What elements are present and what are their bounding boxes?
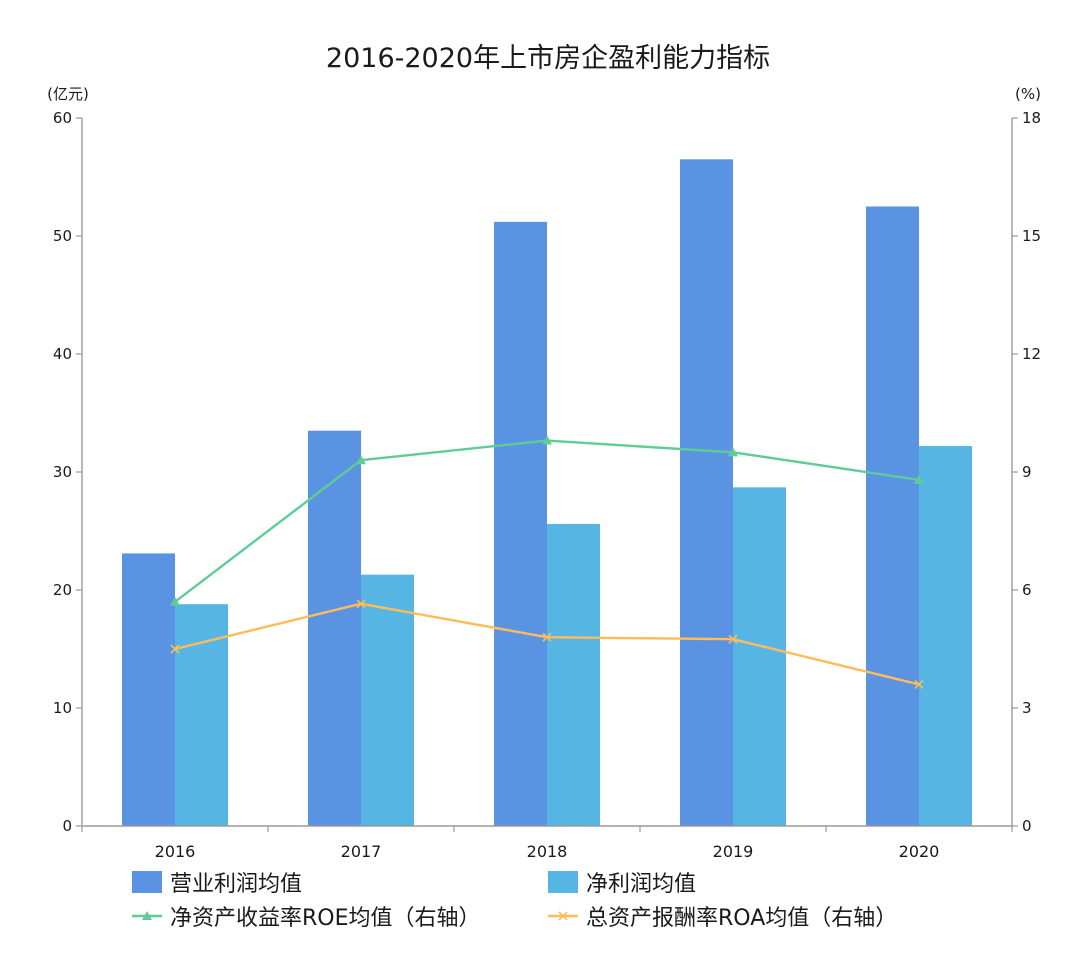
point-roa-2016 [170,644,180,654]
legend-marker [558,911,568,921]
left-y-tick-label: 0 [62,817,72,835]
lines-layer [170,435,924,689]
legend-item-1: 净利润均值 [548,871,696,897]
right-y-tick-label: 12 [1022,345,1041,363]
bar-operating-profit-2016 [122,553,175,826]
bars-layer [122,159,972,827]
chart-title: 2016-2020年上市房企盈利能力指标 [326,43,770,74]
left-y-tick-label: 40 [53,345,72,363]
point-roa-2018 [542,632,552,642]
point-roa-2019 [728,634,738,644]
x-tick-label-2017: 2017 [341,842,382,861]
x-tick-label-2016: 2016 [155,842,196,861]
legend-swatch [132,871,162,893]
right-y-tick-label: 18 [1022,109,1041,127]
left-y-tick-label: 50 [53,227,72,245]
bar-net-profit-2018 [547,523,600,826]
point-roe-2017 [356,455,366,465]
left-y-tick-label: 60 [53,109,72,127]
point-roe-2019 [728,447,738,457]
left-y-tick-label: 30 [53,463,72,481]
bar-net-profit-2020 [919,446,972,826]
x-tick-label-2020: 2020 [899,842,940,861]
right-y-tick-label: 3 [1022,699,1032,717]
bar-operating-profit-2020 [866,206,919,826]
bar-net-profit-2017 [361,574,414,826]
legend-label: 营业利润均值 [170,872,302,897]
axes-layer: 0 10 20 30 40 50 60 0 3 6 9 12 15 18 2016 2017 2018 2019 2… [53,109,1041,861]
left-axis-unit-label: (亿元) [47,85,89,103]
legend-label: 净资产收益率ROE均值（右轴） [170,906,481,931]
right-axis-unit-label: (%) [1015,85,1041,103]
bar-net-profit-2016 [175,604,228,826]
legend-swatch [548,871,578,893]
legend-item-3: 总资产报酬率ROA均值（右轴） [548,906,897,931]
left-y-tick-label: 20 [53,581,72,599]
left-y-tick-label: 10 [53,699,72,717]
point-roe-2016 [170,596,180,606]
right-y-tick-label: 9 [1022,463,1032,481]
x-tick-label-2018: 2018 [527,842,568,861]
point-roe-2020 [914,474,924,484]
right-y-tick-label: 6 [1022,581,1032,599]
point-roe-2018 [542,435,552,445]
bar-net-profit-2019 [733,487,786,826]
legend-label: 总资产报酬率ROA均值（右轴） [586,906,897,931]
legend-item-0: 营业利润均值 [132,871,302,897]
point-roa-2017 [356,599,366,609]
legend-marker [142,911,152,920]
point-roa-2020 [914,679,924,689]
right-y-tick-label: 0 [1022,817,1032,835]
x-tick-label-2019: 2019 [713,842,754,861]
right-y-tick-label: 15 [1022,227,1041,245]
bar-operating-profit-2018 [494,221,547,827]
bar-operating-profit-2017 [308,430,361,826]
legend-label: 净利润均值 [586,872,696,897]
legend-item-2: 净资产收益率ROE均值（右轴） [132,906,481,931]
bar-operating-profit-2019 [680,159,733,827]
